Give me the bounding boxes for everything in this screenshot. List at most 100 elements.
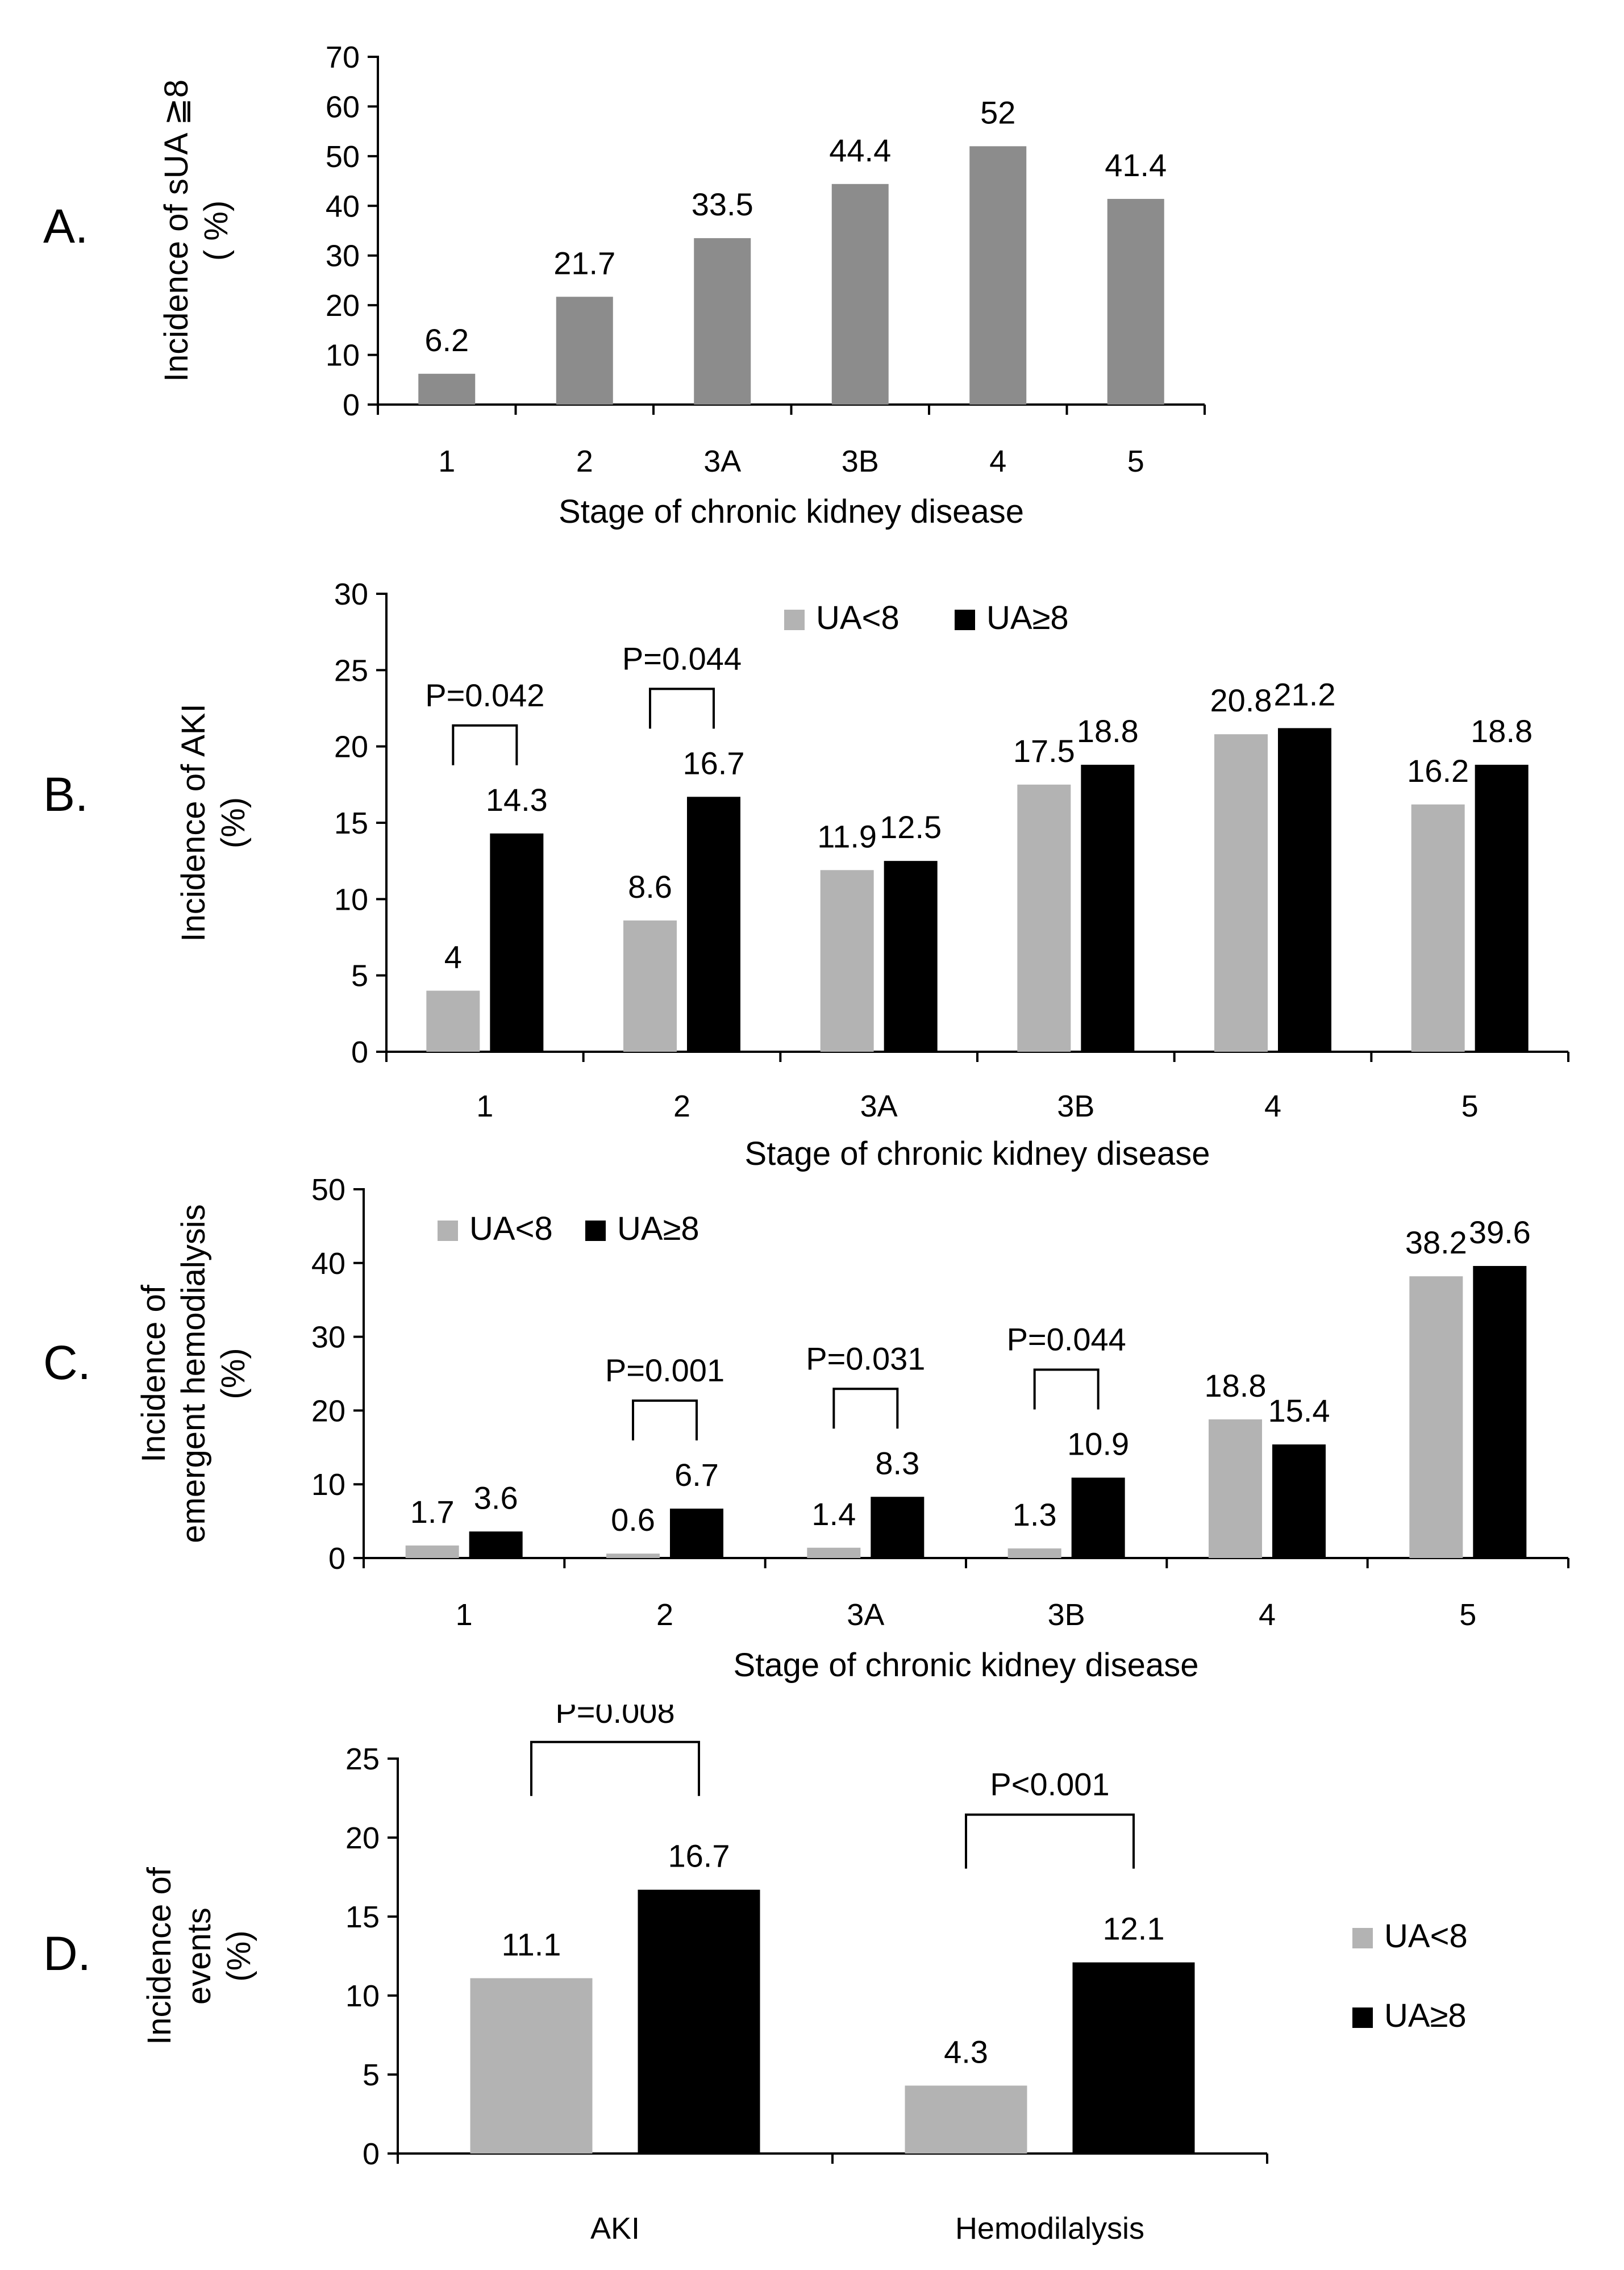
x-tick-label: 2 [673, 1089, 690, 1123]
y-tick-label: 25 [345, 1742, 380, 1776]
data-label: 52 [980, 94, 1015, 130]
data-label: 11.9 [817, 818, 877, 854]
legend-label: UA<8 [816, 599, 900, 636]
p-value-label: P=0.044 [622, 640, 742, 676]
legend-label: UA<8 [469, 1210, 553, 1247]
x-tick-label: 3A [703, 444, 741, 478]
y-tick-label: 10 [334, 882, 368, 917]
bar-series2 [1081, 764, 1135, 1052]
y-tick-label: 50 [326, 140, 360, 174]
bar-series2 [490, 833, 544, 1052]
panel-a-letter: A. [43, 199, 89, 253]
y-axis-label: (%) [215, 1348, 252, 1399]
p-value-bracket [1033, 1368, 1100, 1410]
y-axis-label: Incidence of AKI [175, 703, 212, 942]
x-axis-label: Stage of chronic kidney disease [734, 1647, 1199, 1684]
data-label: 21.2 [1274, 676, 1336, 712]
data-label: 18.8 [1205, 1368, 1267, 1403]
y-tick-label: 40 [326, 189, 360, 223]
x-tick-label: 4 [1259, 1598, 1276, 1632]
y-axis-label: (%) [215, 797, 252, 848]
bar-series1 [1409, 1276, 1463, 1558]
x-tick-label: 5 [1461, 1089, 1479, 1123]
bar-series1 [694, 238, 751, 405]
data-label: 15.4 [1268, 1393, 1330, 1428]
data-label: 1.4 [811, 1496, 856, 1532]
data-label: 6.7 [674, 1457, 719, 1493]
y-tick-label: 10 [326, 339, 360, 373]
p-value-bracket [965, 1813, 1135, 1869]
bar-series2 [1278, 728, 1331, 1052]
data-label: 1.3 [1013, 1497, 1057, 1532]
p-value-bracket [530, 1740, 700, 1796]
p-value-label: P=0.042 [425, 677, 544, 713]
x-tick-label: 2 [656, 1598, 673, 1632]
data-label: 20.8 [1210, 682, 1272, 718]
bar-series1 [418, 373, 476, 405]
bar-series1 [807, 1547, 861, 1558]
bar-series2 [884, 861, 938, 1052]
data-label: 41.4 [1105, 147, 1167, 183]
x-tick-label: 3A [860, 1089, 898, 1123]
y-tick-label: 70 [326, 40, 360, 74]
data-label: 16.2 [1407, 753, 1469, 789]
y-tick-label: 5 [363, 2058, 380, 2092]
bar-series1 [1214, 734, 1268, 1052]
y-axis-label: ( %) [198, 201, 235, 261]
data-label: 16.7 [683, 745, 745, 781]
y-axis-label: (%) [220, 1930, 257, 1981]
legend-label: UA≥8 [986, 599, 1069, 636]
x-tick-label: 3B [1057, 1089, 1094, 1123]
panel-b-letter: B. [43, 768, 89, 821]
data-label: 16.7 [668, 1838, 730, 1874]
y-tick-label: 20 [334, 730, 368, 764]
panel-c-letter: C. [43, 1336, 91, 1389]
y-tick-label: 30 [334, 577, 368, 611]
bar-series1 [1017, 784, 1071, 1052]
bar-series1 [1411, 804, 1465, 1052]
x-axis-label: Stage of chronic kidney disease [559, 493, 1024, 530]
x-tick-label: 5 [1459, 1598, 1476, 1632]
bar-series1 [905, 2085, 1027, 2154]
bar-series1 [1209, 1419, 1262, 1558]
data-label: 14.3 [486, 782, 548, 818]
y-tick-label: 20 [345, 1821, 380, 1855]
y-tick-label: 0 [363, 2137, 380, 2171]
p-value-label: P=0.044 [1007, 1322, 1126, 1357]
chart-b-incidence-aki: 0 5 10 15 20 25 30 1 2 3A 3B 4 5 Incidence of AKI (%) S… [175, 577, 1569, 1172]
x-tick-label: 4 [1264, 1089, 1281, 1123]
y-tick-label: 10 [311, 1468, 345, 1502]
x-tick-label: 4 [989, 444, 1006, 478]
legend-swatch [438, 1221, 458, 1241]
p-value-bracket [649, 688, 715, 729]
bar-series2 [871, 1497, 925, 1558]
legend-label: UA≥8 [617, 1210, 699, 1247]
chart-d-incidence-events: 0 5 10 15 20 25 AKI Hemodilalysis Incidence of ev… [141, 1705, 1468, 2246]
data-label: 8.6 [628, 869, 672, 905]
x-axis-label: Stage of chronic kidney disease [745, 1135, 1210, 1172]
x-tick-label: 3A [847, 1598, 884, 1632]
data-label: 39.6 [1469, 1214, 1531, 1250]
y-tick-label: 30 [326, 239, 360, 273]
p-value-bracket [632, 1400, 698, 1441]
x-tick-label: 1 [456, 1598, 473, 1632]
legend-swatch [955, 610, 975, 630]
data-label: 1.7 [410, 1494, 455, 1530]
bar-series1 [606, 1553, 660, 1558]
data-label: 12.5 [880, 809, 942, 845]
legend-label: UA≥8 [1384, 1997, 1467, 2034]
data-label: 4.3 [944, 2034, 988, 2069]
y-tick-label: 10 [345, 1979, 380, 2013]
y-tick-label: 0 [351, 1035, 368, 1069]
y-axis-label: Incidence of sUA ≧8 [158, 80, 195, 382]
bar-series2 [1272, 1444, 1326, 1558]
data-label: 33.5 [692, 186, 753, 222]
x-tick-label: AKI [590, 2211, 640, 2246]
legend-swatch [784, 610, 805, 630]
data-label: 12.1 [1103, 1911, 1165, 1947]
bar-series1 [1107, 199, 1164, 405]
data-label: 11.1 [502, 1926, 561, 1962]
y-axis-label: Incidence of [135, 1284, 172, 1463]
bar-series1 [831, 184, 889, 405]
y-tick-label: 40 [311, 1247, 345, 1281]
